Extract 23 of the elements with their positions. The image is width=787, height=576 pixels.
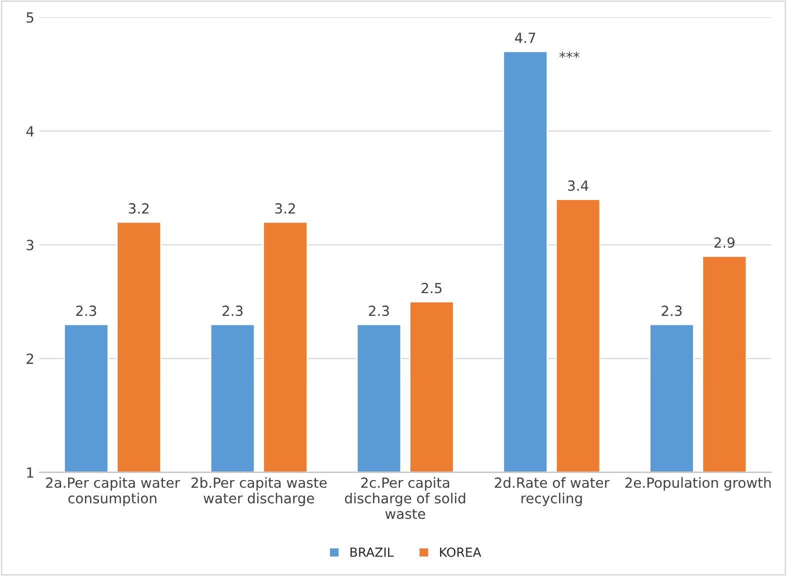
data-label: 2.9 xyxy=(714,237,734,248)
annotation: *** xyxy=(559,52,580,58)
y-tick-label: 3 xyxy=(26,240,34,250)
data-label: 2.3 xyxy=(662,306,682,316)
y-tick-label: 1 xyxy=(27,467,34,478)
y-tick-label: 4 xyxy=(26,126,34,136)
x-tick-label: 2a.Per capita water consumption xyxy=(46,477,180,506)
y-tick-label: 2 xyxy=(26,354,34,364)
data-label: 3.4 xyxy=(568,180,588,191)
data-label: 2.3 xyxy=(222,306,243,316)
y-tick-label: 5 xyxy=(26,12,34,23)
x-tick-label: 2c.Per capita discharge of solid waste xyxy=(344,477,466,520)
x-tick-label: 2e.Population growth xyxy=(625,477,771,491)
x-tick-label: 2b.Per capita waste water discharge xyxy=(191,477,327,506)
data-label: 2.5 xyxy=(422,282,442,294)
legend-label: KOREA xyxy=(440,547,482,557)
data-label: 3.2 xyxy=(128,203,149,214)
data-label: 2.3 xyxy=(368,306,389,316)
data-label: 2.3 xyxy=(76,306,96,316)
legend-label: BRAZIL xyxy=(350,548,394,557)
x-tick-label: 2d.Rate of water recycling xyxy=(494,477,610,506)
data-label: 3.2 xyxy=(275,203,295,214)
data-label: 4.7 xyxy=(514,32,536,43)
